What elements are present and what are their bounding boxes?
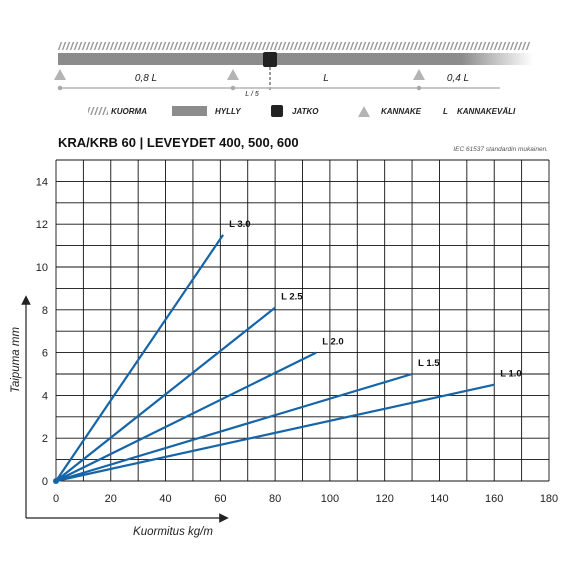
grid — [55, 159, 550, 482]
shelf-bar — [58, 53, 533, 65]
shelf-bar-icon — [172, 106, 207, 116]
quarter-mark-label: L / 5 — [245, 91, 259, 98]
legend-label-load: KUORMA — [111, 107, 147, 116]
load-hatch-strip — [58, 42, 530, 50]
y-tick-label: 14 — [36, 176, 48, 188]
span-label-end: 0,4 L — [447, 73, 469, 84]
span-label-start: 0,8 L — [135, 73, 157, 84]
bracket-triangle-2 — [227, 69, 239, 80]
legend-label-shelf: HYLLY — [215, 107, 241, 116]
legend: KUORMA HYLLY JATKO KANNAKE L KANNAKEVÄLI — [88, 105, 516, 117]
dimension-dot — [416, 85, 422, 91]
y-axis-title: Taipuma mm — [10, 327, 22, 393]
load-hatch-icon — [88, 107, 108, 115]
standard-note: IEC 61537 standardin mukainen. — [453, 146, 548, 153]
x-tick-label: 0 — [53, 493, 59, 505]
axes — [21, 295, 229, 523]
x-tick-label: 180 — [540, 493, 558, 505]
dimension-dot — [57, 85, 63, 91]
legend-item-span: L KANNAKEVÄLI — [443, 107, 516, 116]
x-tick-label: 20 — [105, 493, 117, 505]
x-tick-label: 60 — [214, 493, 226, 505]
y-tick-label: 0 — [42, 476, 48, 488]
bracket-triangle-icon — [358, 106, 370, 117]
shelf-diagram: 0,8 L L 0,4 L L / 5 — [54, 42, 533, 98]
y-tick-label: 12 — [36, 219, 48, 231]
origin-point — [53, 478, 59, 484]
y-tick-label: 6 — [42, 348, 48, 360]
legend-item-joint: JATKO — [271, 105, 319, 117]
joint-square-icon — [271, 105, 283, 117]
y-tick-label: 2 — [42, 433, 48, 445]
series-label: L 2.5 — [281, 292, 303, 303]
x-tick-label: 40 — [159, 493, 171, 505]
legend-item-shelf: HYLLY — [172, 106, 241, 116]
series-label: L 1.0 — [500, 369, 521, 380]
y-tick-label: 10 — [36, 262, 48, 274]
legend-item-bracket: KANNAKE — [358, 106, 422, 117]
series-line — [55, 351, 317, 482]
x-tick-label: 120 — [375, 493, 393, 505]
y-tick-label: 8 — [42, 305, 48, 317]
x-tick-label: 160 — [485, 493, 503, 505]
joint-square — [263, 52, 277, 67]
x-tick-label: 80 — [269, 493, 281, 505]
chart: L 3.0L 2.5L 2.0L 1.5L 1.0 0 20 40 60 80 100 12… — [10, 159, 558, 538]
series-label: L 1.5 — [418, 358, 440, 369]
y-tick-labels: 0 2 4 6 8 10 12 14 — [36, 176, 48, 488]
span-label-middle: L — [323, 73, 329, 84]
legend-label-joint: JATKO — [292, 107, 319, 116]
series-label: L 3.0 — [229, 219, 250, 230]
x-tick-label: 100 — [321, 493, 339, 505]
series-lines: L 3.0 L 2.5 L 2.0 L 1.5 L 1.0 — [53, 219, 522, 484]
x-tick-labels: 0 20 40 60 80 100 120 140 160 180 — [53, 493, 558, 505]
x-axis-title: Kuormitus kg/m — [133, 526, 213, 538]
legend-item-load: KUORMA — [88, 107, 147, 116]
legend-label-span: KANNAKEVÄLI — [457, 107, 516, 116]
series-line — [55, 306, 276, 482]
series-line — [55, 234, 224, 482]
series-label: L 2.0 — [322, 337, 343, 348]
bracket-triangle-1 — [54, 69, 66, 80]
span-letter-icon: L — [443, 107, 448, 116]
y-tick-label: 4 — [42, 390, 48, 402]
legend-label-bracket: KANNAKE — [381, 107, 422, 116]
chart-title: KRA/KRB 60 | LEVEYDET 400, 500, 600 — [58, 135, 299, 150]
x-tick-label: 140 — [430, 493, 448, 505]
bracket-triangle-3 — [413, 69, 425, 80]
dimension-dot — [230, 85, 236, 91]
series-line — [55, 372, 413, 483]
series-line — [55, 383, 495, 483]
